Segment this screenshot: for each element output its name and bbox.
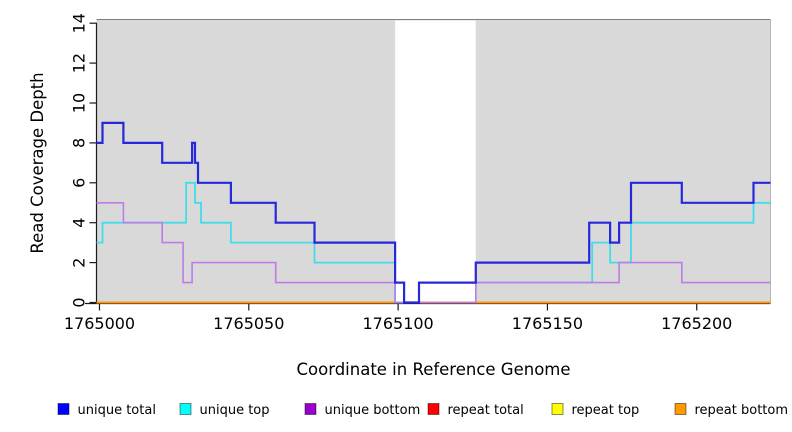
x-axis-title: Coordinate in Reference Genome — [296, 360, 570, 379]
y-tick-label: 14 — [70, 13, 89, 33]
legend-label: repeat top — [572, 403, 640, 418]
y-tick-label: 6 — [70, 178, 89, 188]
legend-swatch — [427, 403, 440, 415]
plot-panel — [96, 19, 771, 304]
y-tick-label: 8 — [70, 138, 89, 148]
x-tick-label: 1765100 — [362, 314, 433, 333]
legend-item-repeat-top: repeat top — [551, 403, 640, 418]
legend-label: unique top — [200, 403, 270, 418]
legend-swatch — [57, 403, 70, 415]
legend-label: unique total — [78, 403, 156, 418]
x-tick-label: 1765050 — [213, 314, 284, 333]
legend-swatch — [179, 403, 192, 415]
legend-label: repeat total — [448, 403, 524, 418]
masked-region — [395, 20, 476, 304]
series-lines — [96, 121, 771, 304]
legend-item-repeat-total: repeat total — [427, 403, 524, 418]
legend-swatch — [304, 403, 317, 415]
legend-label: repeat bottom — [695, 403, 789, 418]
legend-swatch — [551, 403, 564, 415]
y-tick-label: 2 — [70, 258, 89, 268]
legend-item-unique-bottom: unique bottom — [304, 403, 421, 418]
legend-label: unique bottom — [325, 403, 421, 418]
y-tick-label: 12 — [70, 53, 89, 73]
x-tick-label: 1765200 — [661, 314, 732, 333]
legend: unique total unique top unique bottom repea… — [57, 403, 789, 418]
legend-item-unique-top: unique top — [179, 403, 270, 418]
x-tick-label: 1765150 — [512, 314, 583, 333]
y-tick-label: 0 — [70, 297, 89, 307]
axes: 0 2 4 6 8 10 12 14 1765000 1765050 1765100 1765150 1… — [64, 13, 771, 333]
legend-item-repeat-bottom: repeat bottom — [674, 403, 789, 418]
legend-item-unique-total: unique total — [57, 403, 156, 418]
y-tick-label: 10 — [70, 93, 89, 113]
legend-swatch — [674, 403, 687, 415]
series-line-unique-total — [96, 121, 771, 304]
series-line-unique-bottom — [96, 202, 771, 304]
y-axis-title: Read Coverage Depth — [28, 72, 47, 253]
y-tick-label: 4 — [70, 218, 89, 228]
x-tick-label: 1765000 — [64, 314, 135, 333]
